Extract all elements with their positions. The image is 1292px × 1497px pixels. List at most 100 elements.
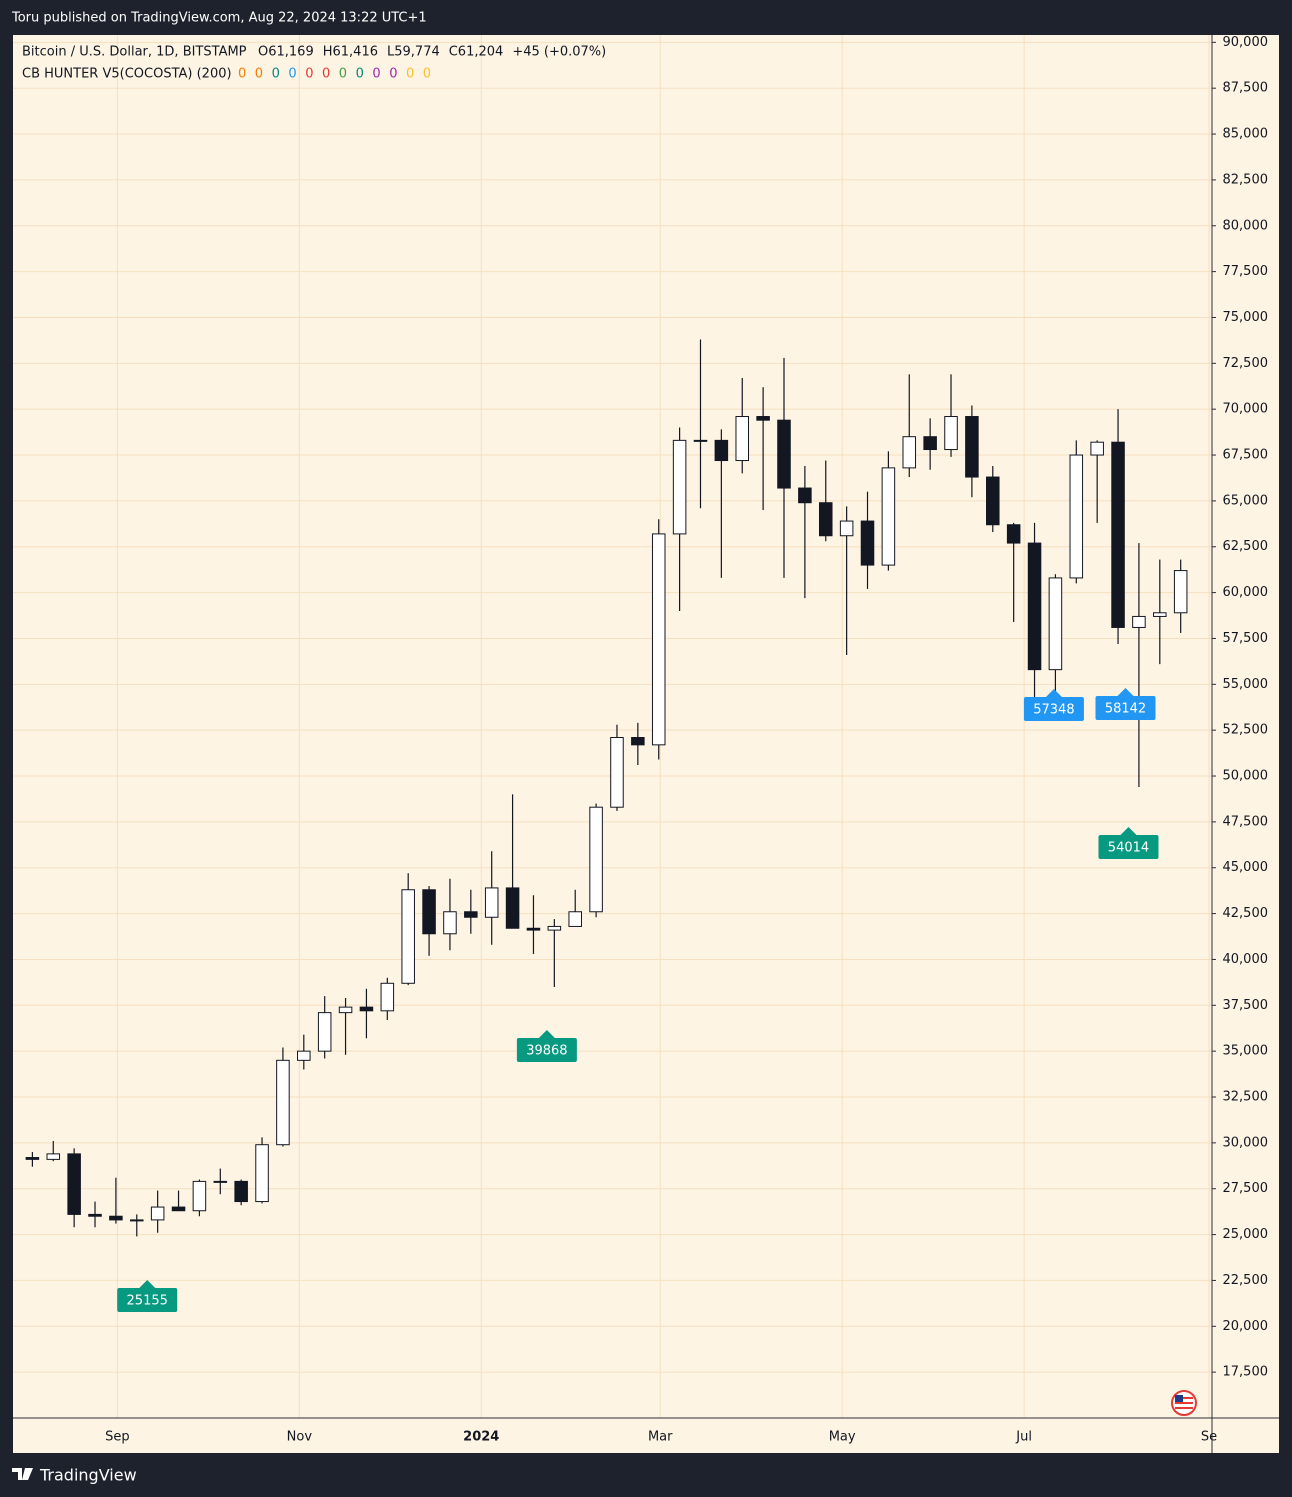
quote-value: O61,169 bbox=[258, 45, 314, 60]
candle-body bbox=[798, 487, 812, 504]
indicator-name: CB HUNTER V5(COCOSTA) (200) bbox=[22, 67, 232, 82]
indicator-value: 0 bbox=[305, 67, 313, 82]
signal-box bbox=[1095, 696, 1156, 720]
y-tick-label: 67,500 bbox=[1223, 448, 1269, 463]
candle-body bbox=[338, 1006, 353, 1014]
candle-body bbox=[651, 533, 666, 746]
signal-marker bbox=[1045, 689, 1062, 697]
signal-box bbox=[1023, 697, 1084, 721]
quote-value: L59,774 bbox=[387, 45, 440, 60]
candle-body bbox=[255, 1144, 269, 1203]
y-tick-label: 82,500 bbox=[1223, 172, 1269, 187]
x-tick-label: Jul bbox=[1015, 1430, 1032, 1445]
indicator-value: 0 bbox=[406, 67, 414, 82]
signal-box bbox=[1098, 835, 1159, 859]
candle-body bbox=[965, 416, 979, 478]
candle-body bbox=[1090, 441, 1104, 456]
signal-marker bbox=[538, 1030, 555, 1038]
y-tick-label: 85,000 bbox=[1223, 127, 1269, 142]
signal-marker bbox=[1120, 827, 1137, 835]
y-tick-label: 40,000 bbox=[1223, 952, 1269, 967]
y-tick-label: 90,000 bbox=[1223, 35, 1269, 50]
y-tick-label: 72,500 bbox=[1223, 356, 1269, 371]
candle-body bbox=[1132, 615, 1146, 628]
candle-body bbox=[25, 1157, 40, 1160]
signal-marker bbox=[1117, 688, 1134, 696]
y-tick-label: 57,500 bbox=[1223, 631, 1269, 646]
candle-body bbox=[130, 1219, 144, 1222]
candle-body bbox=[443, 911, 457, 935]
y-tick-label: 80,000 bbox=[1223, 218, 1269, 233]
x-tick-label: Sep bbox=[105, 1430, 130, 1445]
indicator-value: 0 bbox=[339, 67, 347, 82]
y-tick-label: 30,000 bbox=[1223, 1135, 1269, 1150]
candle-body bbox=[986, 476, 1000, 526]
candle-body bbox=[672, 439, 687, 535]
candle-body bbox=[67, 1153, 81, 1215]
candle-body bbox=[276, 1059, 290, 1146]
y-tick-label: 17,500 bbox=[1223, 1365, 1269, 1380]
signal-label: 39868 bbox=[526, 1044, 567, 1059]
candle-body bbox=[150, 1206, 165, 1221]
candle-body bbox=[192, 1180, 207, 1212]
y-tick-label: 42,500 bbox=[1223, 906, 1269, 921]
symbol: Bitcoin / U.S. Dollar, 1D, BITSTAMP bbox=[22, 45, 247, 60]
candle-body bbox=[1111, 441, 1125, 628]
signal-label: 58142 bbox=[1105, 702, 1146, 717]
candle-body bbox=[693, 439, 708, 442]
candle-body bbox=[359, 1006, 374, 1012]
indicator-value: 0 bbox=[322, 67, 330, 82]
signal-label: 25155 bbox=[127, 1294, 168, 1309]
y-tick-label: 70,000 bbox=[1223, 402, 1269, 417]
candle-body bbox=[1069, 454, 1084, 579]
candle-body bbox=[297, 1050, 311, 1061]
candle-body bbox=[923, 436, 937, 451]
candle-body bbox=[860, 520, 875, 566]
y-tick-label: 50,000 bbox=[1223, 769, 1269, 784]
x-tick-label: 2024 bbox=[463, 1430, 499, 1445]
y-tick-label: 52,500 bbox=[1223, 723, 1269, 738]
candle-body bbox=[234, 1180, 248, 1203]
signal-box bbox=[516, 1038, 577, 1062]
candle-body bbox=[818, 502, 833, 537]
y-tick-label: 55,000 bbox=[1223, 677, 1269, 692]
candle-body bbox=[714, 439, 729, 462]
candle-body bbox=[1173, 570, 1188, 614]
currency-flag bbox=[1171, 1390, 1197, 1416]
candle-body bbox=[401, 889, 415, 984]
candle-body bbox=[88, 1213, 102, 1217]
y-tick-label: 35,000 bbox=[1223, 1044, 1269, 1059]
candle-body bbox=[380, 982, 395, 1012]
x-tick-label: Mar bbox=[648, 1430, 673, 1445]
candle-body bbox=[631, 737, 645, 746]
indicator-value: 0 bbox=[288, 67, 296, 82]
signal-marker bbox=[139, 1280, 156, 1288]
y-tick-label: 75,000 bbox=[1223, 310, 1269, 325]
quote-value: +45 (+0.07%) bbox=[512, 45, 606, 60]
indicator-value: 0 bbox=[423, 67, 431, 82]
candle-body bbox=[610, 737, 624, 808]
candle-body bbox=[526, 927, 541, 931]
chart-panel bbox=[13, 35, 1279, 1453]
y-tick-label: 77,500 bbox=[1223, 264, 1269, 279]
x-tick-label: Se bbox=[1201, 1430, 1217, 1445]
candle-body bbox=[881, 467, 896, 566]
indicator-value: 0 bbox=[356, 67, 364, 82]
candle-body bbox=[1027, 542, 1042, 671]
candle-body bbox=[46, 1153, 61, 1160]
indicator-value: 0 bbox=[272, 67, 280, 82]
candle-body bbox=[589, 806, 603, 913]
quote-value: H61,416 bbox=[323, 45, 378, 60]
candle-body bbox=[902, 436, 917, 469]
candle-body bbox=[422, 889, 436, 935]
y-tick-label: 27,500 bbox=[1223, 1181, 1269, 1196]
y-tick-label: 32,500 bbox=[1223, 1090, 1269, 1105]
candle-body bbox=[464, 911, 478, 918]
signal-label: 54014 bbox=[1108, 841, 1149, 856]
candle-body bbox=[756, 416, 770, 421]
y-tick-label: 20,000 bbox=[1223, 1319, 1269, 1334]
candle-body bbox=[171, 1206, 186, 1212]
published-line: Toru published on TradingView.com, Aug 2… bbox=[11, 11, 427, 26]
candle-body bbox=[484, 887, 499, 918]
